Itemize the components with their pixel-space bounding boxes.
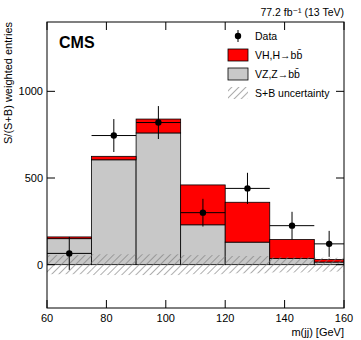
uncertainty-band bbox=[270, 257, 315, 273]
data-point bbox=[244, 185, 250, 191]
y-axis-label: S/(S+B) weighted entries bbox=[2, 22, 14, 144]
data-point bbox=[155, 119, 161, 125]
legend-swatch bbox=[228, 49, 248, 61]
y-tick-label: 1000 bbox=[19, 85, 43, 97]
legend-swatch bbox=[228, 68, 248, 80]
bar bbox=[92, 156, 137, 159]
y-tick-label: 500 bbox=[25, 172, 43, 184]
uncertainty-band bbox=[92, 254, 137, 275]
legend-swatch bbox=[228, 87, 248, 99]
bar bbox=[92, 160, 137, 265]
y-tick-label: 0 bbox=[37, 259, 43, 271]
y-tick bbox=[336, 91, 344, 92]
y-tick bbox=[47, 91, 55, 92]
x-tick bbox=[344, 300, 345, 308]
data-point bbox=[326, 241, 332, 247]
plot-area bbox=[47, 106, 344, 275]
x-tick bbox=[106, 22, 107, 30]
x-tick bbox=[165, 300, 166, 308]
x-tick bbox=[47, 300, 48, 308]
data-point bbox=[66, 250, 72, 256]
bar bbox=[136, 133, 181, 265]
frame bbox=[47, 22, 344, 308]
x-tick bbox=[225, 300, 226, 308]
x-axis-label: m(jj) [GeV] bbox=[291, 326, 344, 338]
uncertainty-band bbox=[181, 255, 226, 274]
uncertainty-band bbox=[136, 254, 181, 275]
data-point bbox=[200, 209, 206, 215]
legend-marker bbox=[238, 30, 239, 42]
x-tick bbox=[344, 22, 345, 30]
x-tick-label: 160 bbox=[335, 312, 353, 324]
legend-label: Data bbox=[255, 30, 277, 42]
y-tick bbox=[47, 178, 55, 179]
legend-label: VH,H→bb̄ bbox=[255, 49, 302, 61]
legend-label: VZ,Z→bb̄ bbox=[255, 68, 300, 80]
data-point bbox=[111, 132, 117, 138]
legend-label: S+B uncertainty bbox=[255, 87, 330, 99]
x-tick bbox=[284, 22, 285, 30]
y-tick bbox=[47, 264, 55, 265]
x-tick-label: 140 bbox=[275, 312, 293, 324]
x-tick-label: 60 bbox=[41, 312, 53, 324]
x-tick-label: 100 bbox=[157, 312, 175, 324]
subtitle: 77.2 fb⁻¹ (13 TeV) bbox=[260, 6, 344, 18]
x-tick bbox=[165, 22, 166, 30]
x-tick-label: 120 bbox=[216, 312, 234, 324]
bar bbox=[225, 202, 270, 242]
bar bbox=[270, 240, 315, 259]
data-point bbox=[289, 222, 295, 228]
y-tick bbox=[336, 178, 344, 179]
y-tick bbox=[336, 264, 344, 265]
uncertainty-band bbox=[314, 258, 344, 272]
x-tick-label: 80 bbox=[100, 312, 112, 324]
uncertainty-band bbox=[225, 256, 270, 273]
x-tick bbox=[106, 300, 107, 308]
x-tick bbox=[284, 300, 285, 308]
x-tick bbox=[225, 22, 226, 30]
title: CMS bbox=[59, 34, 95, 51]
x-tick bbox=[47, 22, 48, 30]
